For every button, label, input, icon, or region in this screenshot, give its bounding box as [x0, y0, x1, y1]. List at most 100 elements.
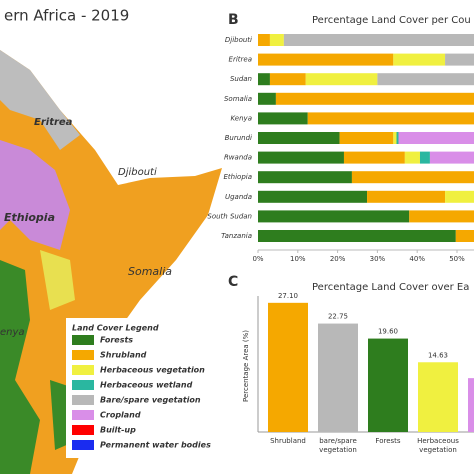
bar-segment: [258, 112, 308, 125]
bar-segment: [404, 151, 420, 164]
bar-segment: [258, 210, 410, 223]
y-tick-label: Kenya: [230, 114, 252, 122]
bar-segment: [283, 34, 474, 46]
legend-swatch: [72, 365, 94, 375]
legend-swatch: [72, 425, 94, 435]
map-title: ern Africa - 2019: [4, 7, 129, 25]
y-tick-label: Djibouti: [225, 36, 252, 44]
bar: [418, 362, 458, 432]
legend-label: Cropland: [100, 411, 141, 420]
x-tick-label: 10%: [290, 255, 306, 263]
bar-segment: [258, 53, 394, 66]
x-tick-label: 20%: [330, 255, 346, 263]
bar-segment: [419, 151, 430, 164]
forest-area: [0, 260, 40, 474]
country-label: Djibouti: [118, 167, 157, 178]
bar-segment: [258, 171, 352, 184]
country-label: Somalia: [128, 265, 172, 278]
chart-title: Percentage Land Cover over Ea: [312, 282, 469, 293]
value-label: 19.60: [378, 328, 398, 336]
cropland-area: [0, 140, 70, 250]
value-label: 27.10: [278, 292, 298, 300]
x-tick-label: 30%: [370, 255, 386, 263]
bar: [468, 378, 474, 432]
bar: [268, 302, 308, 432]
bar-segment: [258, 73, 270, 86]
charts: B Percentage Land Cover per Cou Djibouti Er…: [207, 12, 474, 454]
x-tick-label: Herbaceous vegetation: [417, 437, 459, 454]
bar-segment: [377, 73, 474, 86]
y-axis-label: Percentage Area (%): [242, 330, 250, 402]
y-tick-label: Somalia: [224, 95, 252, 103]
bar-segment: [275, 92, 474, 105]
bar-segment: [393, 132, 397, 144]
bar-segment: [409, 210, 474, 223]
value-label: 22.75: [328, 313, 348, 321]
bar-segment: [339, 132, 394, 144]
bar-segment: [455, 230, 474, 242]
legend-swatch: [72, 380, 94, 390]
bar-segment: [269, 34, 284, 46]
legend-title: Land Cover Legend: [72, 324, 159, 333]
legend-label: Shrubland: [100, 351, 147, 360]
chart-title: Percentage Land Cover per Cou: [312, 15, 471, 26]
x-tick-label: 0%: [252, 255, 263, 263]
legend-swatch: [72, 335, 94, 345]
land: [0, 50, 222, 474]
panel-letter: C: [228, 274, 238, 290]
bar-segment: [258, 34, 270, 46]
x-tick-label: bare/spare vegetation: [319, 437, 357, 454]
bar-segment: [398, 132, 474, 144]
bar-segment: [343, 151, 405, 164]
y-tick-label: Sudan: [230, 75, 252, 83]
bar-segment: [396, 132, 399, 144]
bar-segment: [393, 53, 446, 66]
legend-label: Permanent water bodies: [100, 441, 211, 450]
y-tick-label: Burundi: [225, 134, 252, 142]
panel-letter: B: [228, 12, 239, 28]
country-label: Ethiopia: [4, 211, 55, 224]
bare-area: [0, 50, 80, 150]
y-tick-label: Eritrea: [229, 56, 252, 64]
legend: Forests Shrubland Herbaceous vegetation Her…: [72, 335, 211, 450]
bar-segment: [269, 73, 306, 86]
legend-swatch: [72, 350, 94, 360]
legend-swatch: [72, 440, 94, 450]
y-tick-label: South Sudan: [207, 212, 252, 220]
x-tick-label: 50%: [449, 255, 465, 263]
x-tick-label: Forests: [375, 437, 400, 445]
bar-segment: [307, 112, 474, 125]
bar: [368, 338, 408, 432]
bar-segment: [445, 190, 474, 203]
legend-label: Herbaceous wetland: [100, 381, 193, 390]
map: ern Africa - 2019 Eritrea Djibouti Ethio…: [0, 0, 224, 474]
legend-label: Bare/spare vegetation: [100, 396, 201, 405]
legend-swatch: [72, 410, 94, 420]
bar-segment: [258, 230, 456, 242]
y-tick-label: Uganda: [225, 193, 252, 201]
bar-segment: [258, 92, 276, 105]
y-tick-label: Tanzania: [221, 232, 252, 240]
legend-swatch: [72, 395, 94, 405]
bar-segment: [367, 190, 446, 203]
x-tick-label: Shrubland: [270, 437, 306, 445]
bar-segment: [258, 190, 368, 203]
x-tick-label: 40%: [409, 255, 425, 263]
bar-segment: [429, 151, 474, 164]
country-label: enya: [0, 327, 25, 338]
country-label: Eritrea: [34, 117, 73, 128]
legend-label: Herbaceous vegetation: [100, 366, 205, 375]
value-label: 14.63: [428, 351, 448, 359]
bar-segment: [258, 151, 344, 164]
y-tick-label: Rwanda: [224, 154, 252, 162]
bar-segment: [445, 53, 474, 66]
bar-segment: [351, 171, 474, 184]
bar-segment: [258, 132, 340, 144]
bar-segment: [305, 73, 378, 86]
legend-label: Built-up: [100, 426, 136, 435]
herb-area: [40, 250, 75, 310]
y-tick-label: Ethiopia: [223, 173, 252, 181]
bar: [318, 323, 358, 432]
legend-label: Forests: [100, 336, 133, 345]
